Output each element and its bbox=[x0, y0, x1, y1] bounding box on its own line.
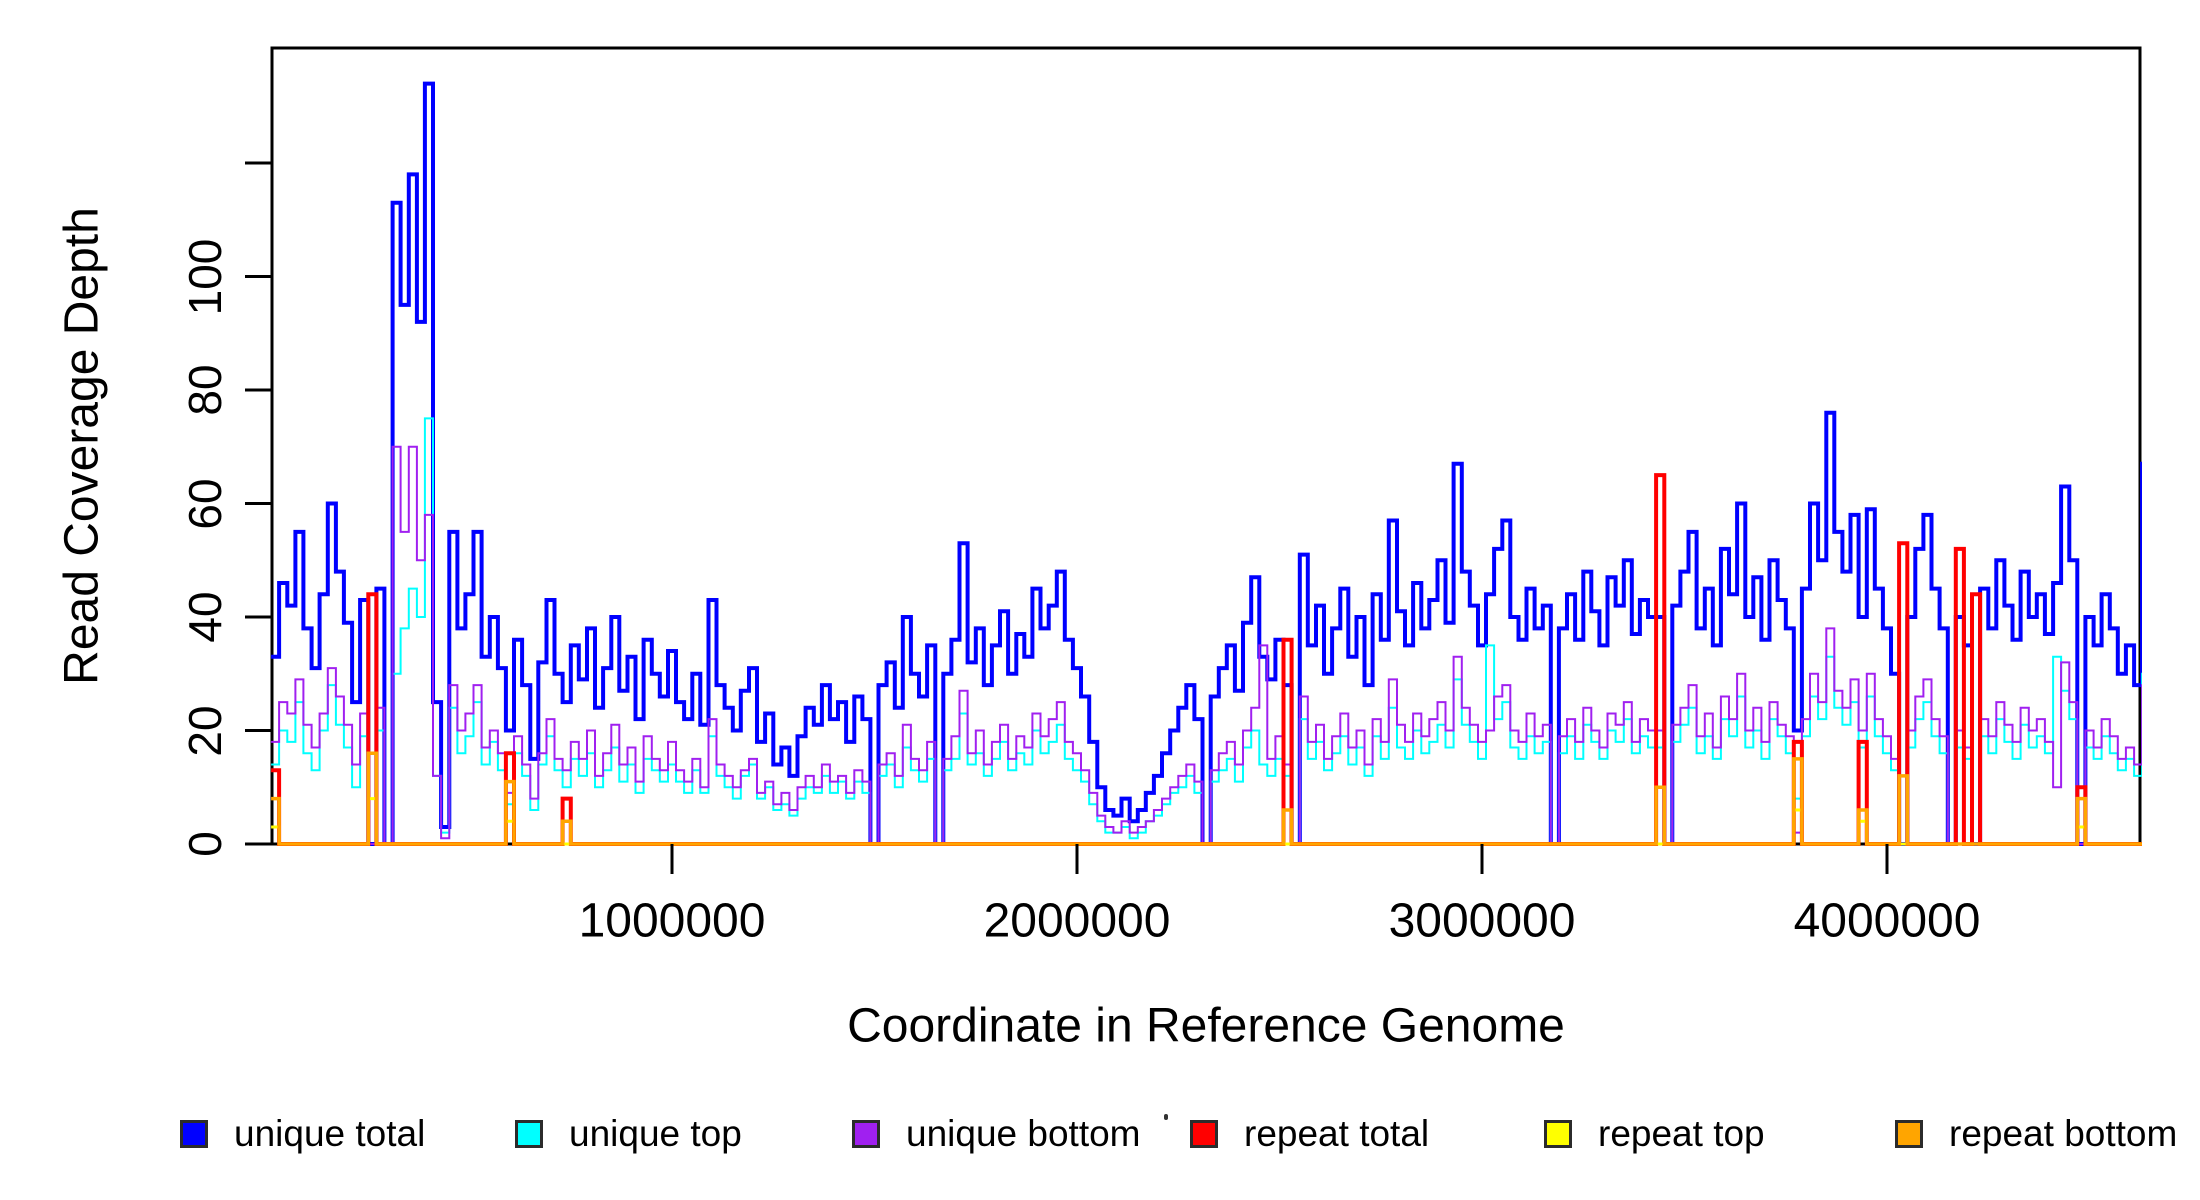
legend-item-unique-bottom: unique bottom bbox=[852, 1113, 1141, 1154]
legend-item-repeat-total: repeat total bbox=[1190, 1113, 1430, 1154]
legend-swatch-icon bbox=[1544, 1120, 1572, 1148]
series-repeat-bottom bbox=[271, 751, 2142, 846]
y-tick-label: 80 bbox=[179, 364, 231, 416]
series-unique-total bbox=[271, 81, 2142, 846]
legend-swatch-icon bbox=[852, 1120, 880, 1148]
series-lines bbox=[271, 81, 2142, 846]
y-tick-label: 100 bbox=[179, 238, 231, 315]
legend-label: unique bottom bbox=[906, 1113, 1141, 1154]
y-axis-title: Read Coverage Depth bbox=[55, 207, 109, 685]
legend-swatch-icon bbox=[180, 1120, 208, 1148]
legend-label: repeat top bbox=[1598, 1113, 1765, 1154]
y-tick-label: 60 bbox=[179, 477, 231, 530]
x-tick-label: 4000000 bbox=[1793, 894, 1981, 948]
stray-artifact-dot bbox=[1164, 1114, 1168, 1120]
axis-ticks bbox=[245, 161, 1889, 874]
legend-swatch-icon bbox=[1895, 1120, 1923, 1148]
legend-item-repeat-top: repeat top bbox=[1544, 1113, 1765, 1154]
legend-label: unique top bbox=[569, 1113, 742, 1154]
y-tick-label: 40 bbox=[179, 591, 231, 643]
legend-label: repeat bottom bbox=[1949, 1113, 2178, 1154]
x-tick-label: 3000000 bbox=[1388, 894, 1576, 948]
x-tick-label: 2000000 bbox=[983, 894, 1171, 948]
x-axis-title: Coordinate in Reference Genome bbox=[847, 999, 1565, 1053]
x-tick-label: 1000000 bbox=[578, 894, 766, 948]
legend-label: repeat total bbox=[1244, 1113, 1430, 1154]
legend-swatch-icon bbox=[1190, 1120, 1218, 1148]
legend-item-unique-total: unique total bbox=[180, 1113, 426, 1154]
legend-item-unique-top: unique top bbox=[515, 1113, 742, 1154]
plot-border-box bbox=[270, 46, 2142, 846]
y-tick-label: 20 bbox=[179, 704, 231, 757]
legend-label: unique total bbox=[234, 1113, 426, 1154]
legend-item-repeat-bottom: repeat bottom bbox=[1895, 1113, 2178, 1154]
y-tick-label: 0 bbox=[179, 831, 231, 857]
legend-swatch-icon bbox=[515, 1120, 543, 1148]
